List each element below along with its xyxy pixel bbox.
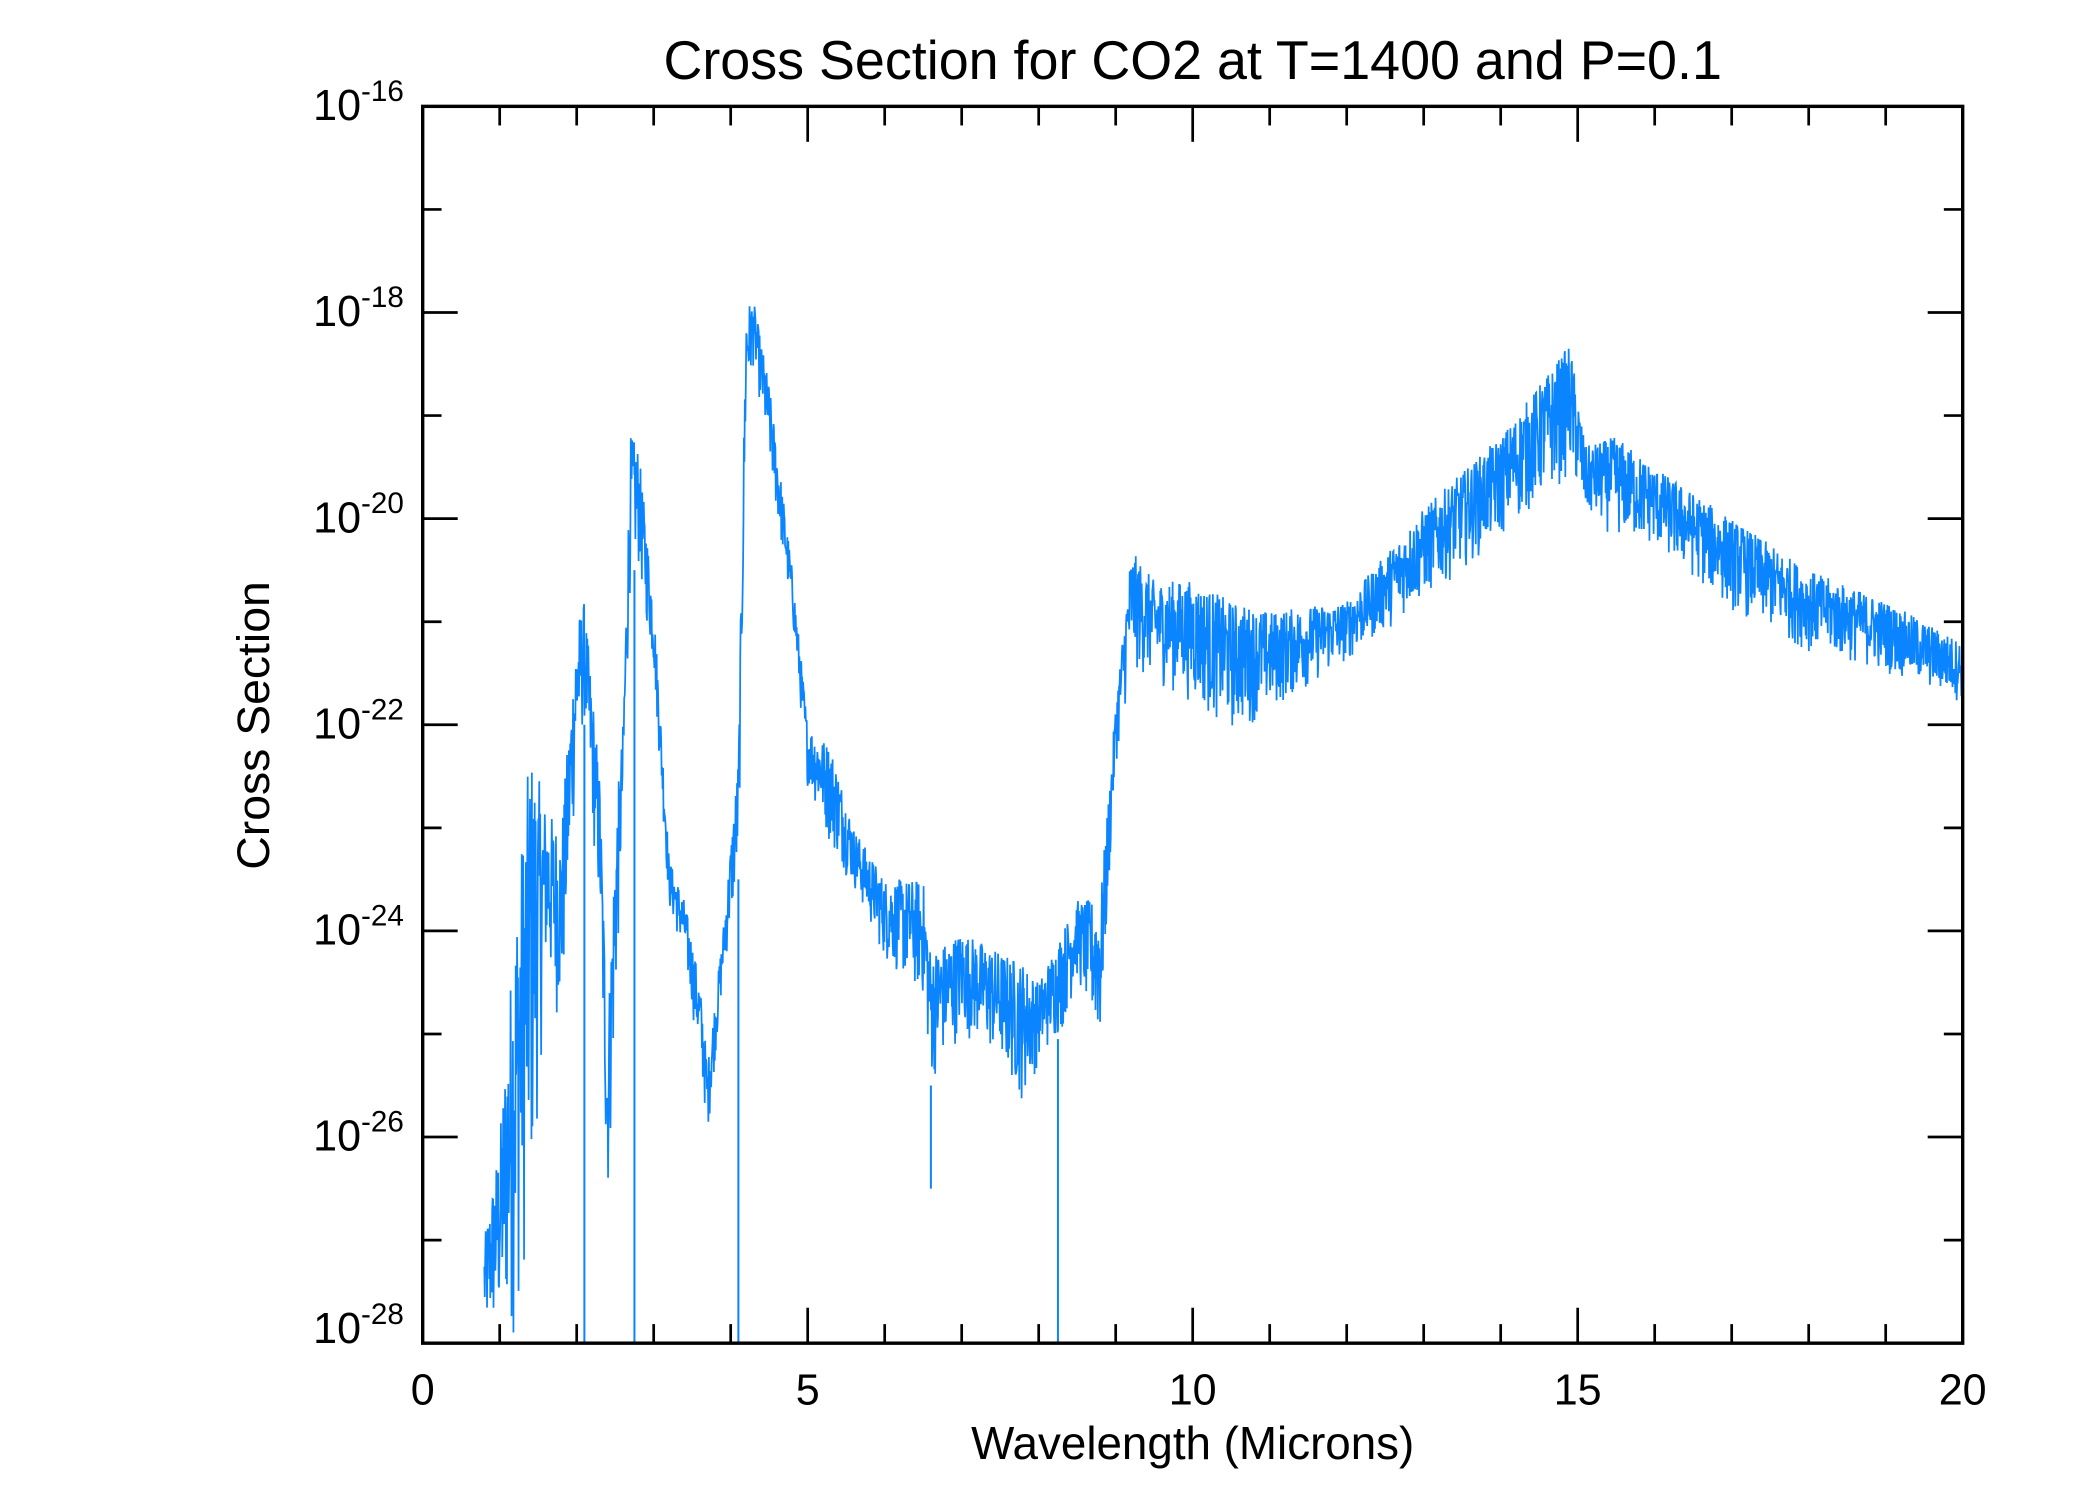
y-tick-label: 10-24 [313, 899, 404, 954]
y-tick-base: 10 [313, 1112, 361, 1160]
y-tick-label: 10-18 [313, 281, 404, 336]
y-axis-label: Cross Section [228, 581, 280, 869]
y-tick-base: 10 [313, 906, 361, 954]
y-tick-base: 10 [313, 494, 361, 542]
y-tick-label: 10-20 [313, 487, 404, 542]
y-tick-exponent: -18 [361, 281, 404, 314]
y-tick-base: 10 [313, 288, 361, 336]
chart-title: Cross Section for CO2 at T=1400 and P=0.… [663, 31, 1721, 91]
y-tick-label: 10-22 [313, 693, 404, 748]
y-tick-exponent: -20 [361, 487, 404, 520]
x-tick-labels: 0 5 10 15 20 [411, 1366, 1987, 1414]
x-tick-label: 20 [1939, 1366, 1987, 1414]
y-tick-exponent: -24 [361, 899, 404, 932]
y-tick-label: 10-28 [313, 1298, 404, 1353]
y-tick-label: 10-16 [313, 75, 404, 130]
plot-frame [421, 104, 1965, 1345]
y-tick-label: 10-26 [313, 1105, 404, 1160]
y-tick-exponent: -28 [361, 1298, 404, 1331]
y-tick-base: 10 [313, 82, 361, 130]
y-tick-exponent: -22 [361, 693, 404, 726]
x-tick-label: 10 [1169, 1366, 1217, 1414]
x-tick-label: 0 [411, 1366, 435, 1414]
axis-ticks [421, 104, 1965, 1345]
x-tick-label: 15 [1554, 1366, 1602, 1414]
y-tick-base: 10 [313, 1305, 361, 1353]
x-tick-label: 5 [796, 1366, 820, 1414]
y-tick-exponent: -16 [361, 75, 404, 108]
y-tick-base: 10 [313, 700, 361, 748]
spectrum-series [483, 306, 1964, 1344]
y-tick-exponent: -26 [361, 1105, 404, 1138]
x-axis-label: Wavelength (Microns) [971, 1417, 1414, 1469]
spectrum-line [483, 306, 1964, 1333]
